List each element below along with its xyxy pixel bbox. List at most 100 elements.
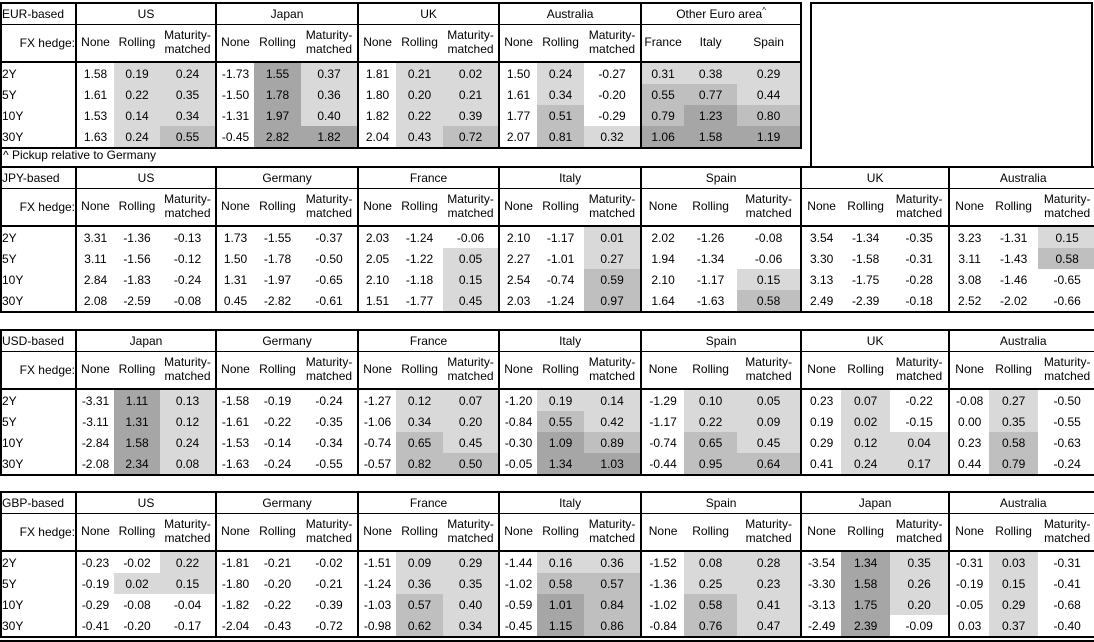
value-cell: -0.05 [498,453,538,475]
tenor-label: 10Y [1,105,77,126]
value-cell: 0.19 [800,411,842,432]
subcolumn-header: None [948,513,990,552]
value-cell: 0.20 [890,594,950,615]
value-cell: -0.59 [498,594,538,615]
value-cell: -0.55 [1053,414,1081,429]
value-cell: 0.58 [684,594,738,615]
value-cell: 0.21 [396,62,444,84]
value-cell: 0.10 [684,389,738,411]
tenor-label: 5Y [1,84,77,105]
value-cell: -2.39 [851,293,880,308]
value-cell: 0.34 [443,615,500,637]
value-cell: 0.29 [989,594,1039,615]
value-cell: -0.14 [263,435,292,450]
footnote: ^ Pickup relative to Germany [3,148,157,162]
value-cell: -0.27 [598,66,626,81]
tenor-label: 30Y [1,126,77,148]
value-cell: 0.64 [737,453,802,475]
subcolumn-header: Maturity-matched [443,351,500,390]
value-cell: 0.97 [584,290,642,312]
subcolumn-header: Rolling [684,513,738,552]
group-header: Japan [215,3,359,25]
value-cell: -2.84 [75,432,114,453]
value-cell: 0.12 [160,411,217,432]
value-cell: 0.40 [301,105,359,126]
value-cell: 0.79 [640,105,685,126]
value-cell: 1.58 [114,432,160,453]
subcolumn-header: Rolling [989,513,1039,552]
value-cell: -0.24 [315,393,343,408]
value-cell: 0.15 [989,573,1039,594]
subcolumn-header: None [357,24,397,63]
subcolumn-header: None [498,188,538,227]
value-cell: 0.24 [537,62,585,84]
value-cell: 1.73 [215,226,255,248]
value-cell: 0.35 [443,573,500,594]
value-cell: 2.10 [498,226,538,248]
value-cell: 0.25 [684,573,738,594]
value-cell: 1.15 [537,615,585,637]
value-cell: -0.20 [123,618,151,633]
value-cell: 3.11 [75,248,114,269]
value-cell: -1.82 [215,594,255,615]
value-cell: 1.03 [584,453,642,475]
value-cell: 1.23 [684,105,738,126]
value-cell: 0.19 [114,62,160,84]
subcolumn-header: Rolling [114,188,160,227]
value-cell: -1.78 [263,251,292,266]
value-cell: -0.08 [948,389,990,411]
subcolumn-header: None [640,513,685,552]
subcolumn-header: Rolling [254,188,302,227]
value-cell: -0.22 [905,393,933,408]
value-cell: -0.63 [1053,435,1081,450]
value-cell: -1.26 [696,230,725,245]
value-cell: 0.65 [684,432,738,453]
value-cell: 0.50 [443,453,500,475]
value-cell: 3.13 [800,269,842,290]
value-cell: -1.34 [696,251,725,266]
value-cell: -0.05 [948,594,990,615]
subcolumn-header: Maturity-matched [1038,188,1094,227]
subcolumn-header: Rolling [396,513,444,552]
value-cell: 0.36 [396,573,444,594]
jpy-based-table: JPY-based US Germany France Italy Spain UK Aust… [0,166,1094,313]
usd-based-table: USD-based Japan Germany France Italy Spain UK A… [0,329,1094,476]
value-cell: 0.62 [396,615,444,637]
left-border-tick [0,146,2,166]
bottom-edge-line [0,640,1094,642]
value-cell: 0.26 [890,573,950,594]
value-cell: -1.77 [405,293,434,308]
value-cell: 0.29 [800,432,842,453]
subcolumn-header: Italy [684,24,738,63]
value-cell: -0.65 [315,272,343,287]
tenor-label: 2Y [1,389,77,411]
value-cell: -1.18 [405,272,434,287]
value-cell: 0.27 [584,248,642,269]
value-cell: -0.06 [754,251,783,266]
value-cell: 1.61 [75,84,114,105]
subcolumn-header: Maturity-matched [160,513,217,552]
tenor-label: 30Y [1,290,77,312]
value-cell: 0.12 [396,389,444,411]
value-cell: -1.61 [215,411,255,432]
value-cell: 0.72 [443,126,500,148]
value-cell: -1.31 [215,105,255,126]
subcolumn-header: Rolling [396,24,444,63]
value-cell: 0.55 [640,84,685,105]
value-cell: -1.02 [640,594,685,615]
value-cell: 3.31 [75,226,114,248]
value-cell: 0.17 [890,453,950,475]
value-cell: 0.15 [443,269,500,290]
subcolumn-header: Rolling [396,188,444,227]
subcolumn-header: Maturity-matched [160,24,217,63]
value-cell: 0.37 [989,615,1039,637]
value-cell: 0.35 [989,411,1039,432]
value-cell: 0.57 [396,594,444,615]
value-cell: -0.21 [315,576,343,591]
value-cell: -0.02 [123,555,151,570]
value-cell: -0.57 [357,453,397,475]
value-cell: 0.45 [215,290,255,312]
value-cell: -1.02 [498,573,538,594]
gbp-based-table: GBP-based US Germany France Italy Spain Japan A… [0,491,1094,638]
value-cell: 2.02 [640,226,685,248]
